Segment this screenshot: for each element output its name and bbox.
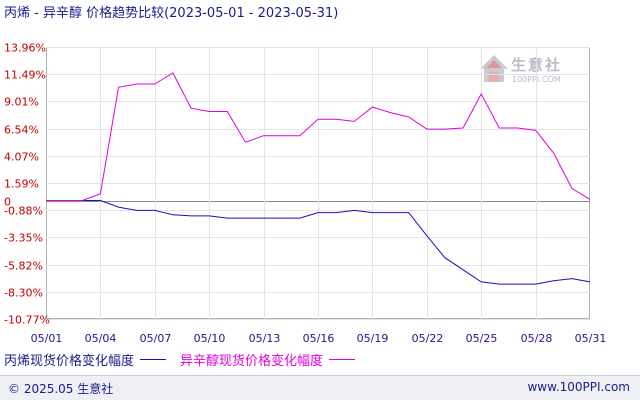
y-tick-label: 6.54% <box>4 124 39 137</box>
house-icon <box>480 55 508 82</box>
y-tick-label: 9.01% <box>4 96 39 109</box>
series-lines <box>46 72 591 285</box>
x-tick-label: 05/04 <box>85 332 117 345</box>
y-axis-ticks: 13.96% 11.49% 9.01% 6.54% 4.07% 1.59% 0-0.88% -… <box>4 42 50 327</box>
watermark-text: 生意社 <box>511 56 563 74</box>
x-tick-label: 05/10 <box>194 332 226 345</box>
y-tick-label: 13.96% <box>4 42 46 55</box>
legend-swatch <box>329 358 356 360</box>
chart-title: 丙烯 - 异辛醇 价格趋势比较(2023-05-01 - 2023-05-31) <box>4 6 339 21</box>
grid-lines <box>46 47 590 320</box>
x-tick-label: 05/25 <box>466 332 498 345</box>
legend-swatch <box>140 358 167 360</box>
x-tick-label: 05/01 <box>31 332 63 345</box>
series-line-propylene <box>46 200 591 285</box>
footer: © 2025.05 生意社 www.100PPI.com <box>0 375 640 400</box>
x-tick-label: 05/19 <box>357 332 389 345</box>
legend-item-isooctanol: 异辛醇现货价格变化幅度 <box>180 350 369 369</box>
legend-label: 丙烯现货价格变化幅度 <box>4 353 135 369</box>
legend: 丙烯现货价格变化幅度 异辛醇现货价格变化幅度 <box>4 350 369 369</box>
x-tick-label: 05/22 <box>412 332 444 345</box>
y-tick-label: -3.35% <box>4 232 43 245</box>
x-tick-label: 05/07 <box>140 332 172 345</box>
x-tick-label: 05/16 <box>303 332 335 345</box>
x-tick-label: 05/13 <box>249 332 281 345</box>
y-tick-label: -5.82% <box>4 260 43 273</box>
y-tick-label: 0 <box>4 196 11 209</box>
footer-url[interactable]: www.100PPI.com <box>527 380 630 394</box>
footer-copyright: © 2025.05 生意社 <box>8 382 114 396</box>
y-tick-label: 4.07% <box>4 151 39 164</box>
y-tick-label: -8.30% <box>4 287 43 300</box>
y-tick-label: -10.77% <box>4 314 50 327</box>
y-tick-label: -0.88% <box>4 205 43 218</box>
x-axis-ticks: 05/01 05/04 05/07 05/10 05/13 05/16 05/19 05/22… <box>31 332 607 345</box>
legend-label: 异辛醇现货价格变化幅度 <box>180 353 324 369</box>
x-tick-label: 05/31 <box>575 332 607 345</box>
y-tick-label: 11.49% <box>4 69 46 82</box>
x-tick-label: 05/28 <box>521 332 553 345</box>
series-line-isooctanol <box>46 72 591 201</box>
y-tick-label: 1.59% <box>4 178 39 191</box>
legend-item-propylene: 丙烯现货价格变化幅度 <box>4 350 180 369</box>
